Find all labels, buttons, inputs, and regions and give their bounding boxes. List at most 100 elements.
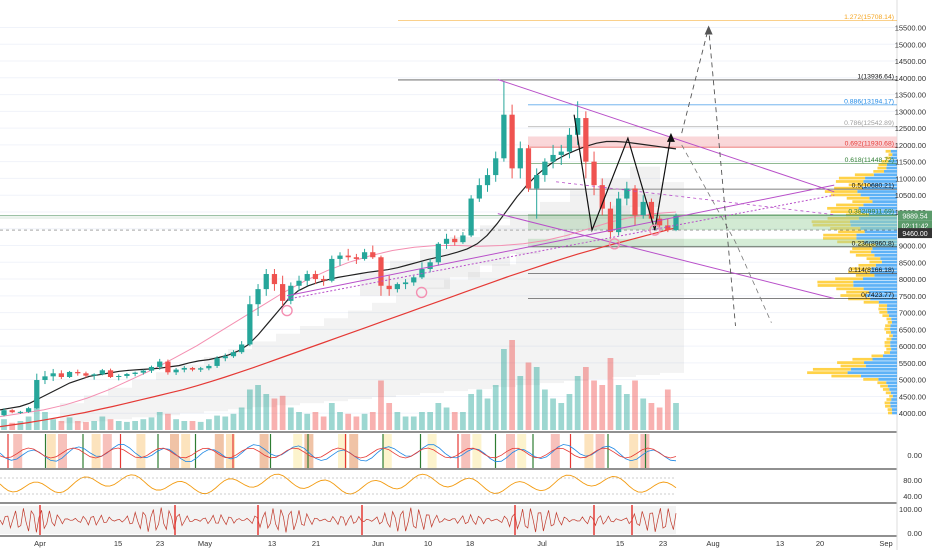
volume-bar (460, 412, 466, 430)
candle-body (42, 376, 48, 381)
fib-label: 0.382(9911.69) (848, 208, 894, 215)
candle-body (140, 370, 146, 373)
volume-profile-bar-yellow (882, 388, 890, 391)
volume-profile-bar-yellow (869, 260, 882, 264)
volume-bars (1, 340, 679, 430)
candle-body (517, 148, 523, 169)
volume-profile-bar-yellow (838, 176, 866, 180)
price-tag-text: 9460.00 (902, 231, 927, 238)
volume-profile-bar-blue (858, 206, 897, 210)
shadow-box (60, 403, 84, 424)
volume-bar (394, 412, 401, 430)
volume-profile-bar-blue (892, 334, 897, 338)
time-tick-label: 18 (466, 539, 474, 548)
candle-body (1, 410, 7, 416)
volume-profile-bar-blue (890, 149, 897, 153)
osc1-block (226, 434, 235, 468)
candle-body (443, 238, 450, 244)
osc1-block (461, 434, 471, 468)
candle-body (656, 218, 663, 226)
volume-profile-bar-yellow (846, 196, 870, 200)
volume-profile-bar-yellow (836, 287, 864, 291)
candle-body (230, 352, 237, 357)
volume-profile-bar-yellow (849, 267, 872, 271)
volume-profile-bar-yellow (884, 341, 891, 344)
time-tick-label: 20 (816, 539, 824, 548)
volume-bar (197, 421, 204, 430)
volume-bar (558, 403, 565, 430)
volume-profile-bar-blue (864, 361, 897, 364)
volume-profile-bar-yellow (885, 156, 891, 160)
volume-profile-bar-blue (847, 371, 897, 375)
volume-profile-bar-blue (874, 274, 897, 277)
volume-profile-bar-yellow (877, 166, 887, 170)
osc1-block (136, 434, 146, 468)
volume-bar (42, 412, 48, 430)
volume-profile-bar-yellow (855, 274, 875, 277)
candle-body (501, 114, 507, 159)
shadow-box (348, 310, 372, 400)
candle-body (50, 373, 56, 377)
volume-profile-bar-blue (870, 297, 897, 301)
candle-body (124, 373, 130, 376)
volume-profile-bar-blue (871, 267, 897, 271)
candle-body (394, 284, 400, 290)
volume-bar (206, 419, 212, 430)
osc1-block (102, 434, 112, 468)
arrow-head-dashed (704, 25, 713, 35)
candle-body (58, 373, 64, 378)
candle-body (17, 411, 24, 413)
volume-profile-bar-yellow (886, 398, 892, 401)
volume-profile-bar-blue (890, 324, 897, 328)
arrow-head-up (666, 132, 675, 142)
candle-body (157, 361, 163, 367)
oscillators (0, 434, 677, 535)
volume-profile-bar-yellow (880, 384, 888, 388)
osc1-block (181, 434, 191, 468)
volume-bar (533, 367, 540, 430)
time-tick-label: 21 (312, 539, 320, 548)
shadow-box-upper (570, 190, 600, 231)
candle-body (255, 289, 261, 305)
fib-label: 1.272(15708.14) (844, 14, 894, 21)
candle-body (558, 151, 564, 155)
osc-tick-label: 40.00 (903, 492, 922, 501)
volume-bar (107, 419, 114, 430)
volume-bar (410, 416, 417, 430)
volume-profile-bar-blue (883, 170, 897, 173)
volume-profile-bar-yellow (848, 183, 871, 187)
volume-profile-bar-blue (886, 163, 897, 167)
volume-bar (550, 398, 556, 430)
volume-bar (623, 394, 630, 430)
volume-profile-bar-yellow (846, 290, 870, 294)
candle-body (599, 185, 605, 209)
osc1-block (338, 434, 347, 468)
volume-profile-bar-yellow (852, 357, 873, 361)
fib-label: 0.786(12542.89) (844, 120, 894, 127)
volume-profile-bar-yellow (885, 391, 891, 395)
volume-bar (345, 413, 352, 430)
candle-body (173, 369, 179, 373)
volume-bar (656, 407, 663, 430)
volume-profile-bar-yellow (887, 320, 892, 324)
volume-profile-bar-blue (863, 277, 897, 281)
shadow-box (444, 279, 468, 392)
volume-profile-bar-blue (872, 247, 897, 250)
volume-profile-bar-blue (886, 166, 897, 170)
volume-bar (165, 413, 171, 430)
volume-bar (99, 416, 106, 430)
volume-bar (582, 367, 589, 430)
volume-profile-bar-yellow (878, 304, 888, 307)
volume-profile-bar-yellow (824, 190, 858, 193)
trendlines (281, 25, 835, 327)
volume-profile-bar-yellow (852, 247, 873, 250)
channel-top-line (497, 79, 835, 193)
volume-profile-bar-blue (888, 314, 897, 318)
volume-bar (451, 412, 458, 430)
volume-profile-bar-yellow (873, 170, 884, 173)
volume-profile-bar-yellow (848, 270, 871, 274)
osc1-block (91, 434, 101, 468)
